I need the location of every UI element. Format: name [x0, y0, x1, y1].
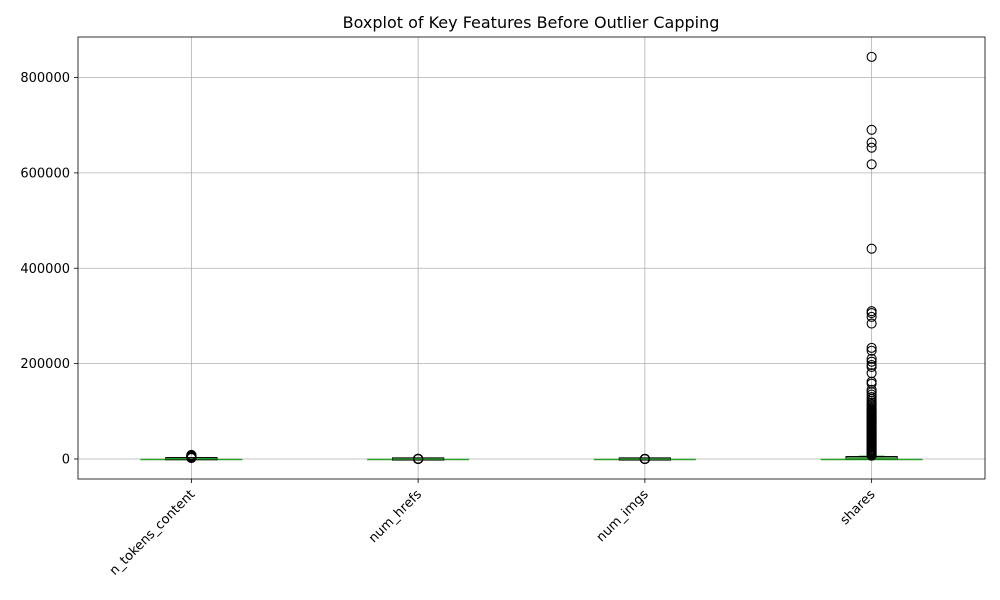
- chart-title: Boxplot of Key Features Before Outlier C…: [343, 13, 720, 32]
- y-axis: 0 200000 400000 600000 800000: [20, 71, 78, 467]
- x-tick-label: shares: [838, 487, 879, 528]
- outlier-point: [639, 453, 650, 464]
- outlier-point: [866, 356, 877, 367]
- outlier-point: [866, 124, 877, 135]
- outlier-point: [866, 159, 877, 170]
- outlier-point: [866, 142, 877, 153]
- outlier-point: [866, 137, 877, 148]
- outlier-point: [866, 51, 877, 62]
- outlier-point: [866, 389, 877, 400]
- outlier-point: [866, 243, 877, 254]
- y-tick-label: 200000: [20, 357, 70, 372]
- gridlines: [78, 37, 985, 479]
- y-tick-label: 0: [62, 452, 70, 467]
- x-tick-label: num_imgs: [594, 487, 652, 545]
- x-axis: n_tokens_content num_hrefs num_imgs shares: [107, 479, 879, 579]
- outlier-point: [866, 391, 877, 403]
- outlier-point: [866, 384, 877, 395]
- y-tick-label: 800000: [20, 71, 70, 86]
- y-tick-label: 400000: [20, 262, 70, 277]
- boxes: [140, 51, 923, 465]
- box-num_imgs: [593, 453, 696, 465]
- x-tick-label: num_hrefs: [366, 487, 425, 546]
- outlier-point: [866, 311, 877, 322]
- outlier-point: [866, 342, 877, 353]
- plot-area-frame: [77, 36, 986, 480]
- box-n_tokens_content: [140, 449, 243, 464]
- outlier-point: [866, 368, 877, 379]
- outlier-point: [866, 359, 877, 371]
- box-shares: [820, 51, 923, 461]
- outlier-point: [413, 453, 424, 464]
- box-num_hrefs: [367, 453, 470, 465]
- outlier-point: [866, 318, 877, 329]
- outlier-point: [866, 306, 877, 317]
- y-tick-label: 600000: [20, 166, 70, 181]
- outlier-point: [866, 353, 877, 364]
- outlier-point: [866, 345, 877, 356]
- x-tick-label: n_tokens_content: [107, 487, 198, 578]
- outlier-point: [186, 449, 197, 460]
